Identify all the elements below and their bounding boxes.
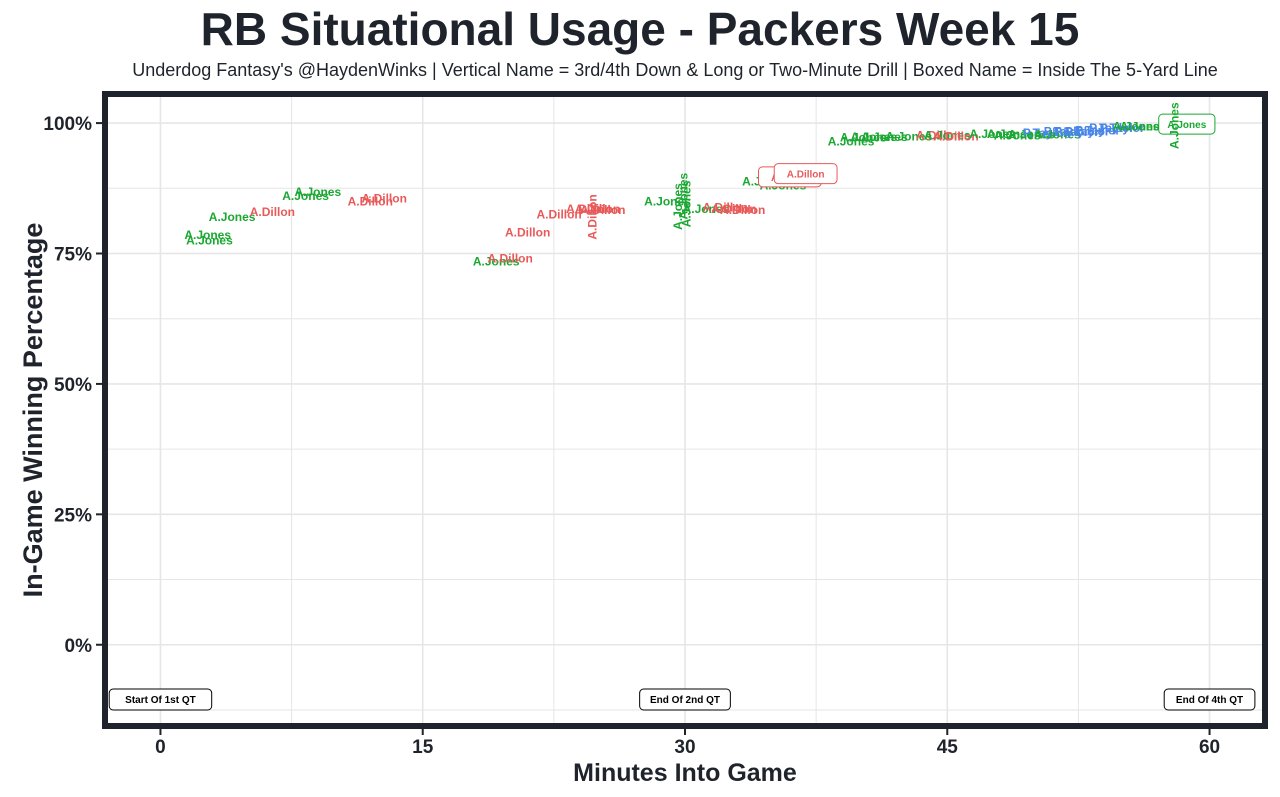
point-label: A.Jones [294,185,341,199]
point-label: A.Jones [987,127,1034,141]
point-label: A.Dillon [505,226,550,240]
point-label: A.Jones [1120,120,1167,134]
point-label: P.Taylor [1100,121,1145,135]
point-label: A.Jones [885,130,932,144]
point-label: A.Dillon [933,130,978,144]
point-label: A.Dillon [362,192,407,206]
point-label: A.Jones [209,210,256,224]
point-label: A.Dillon [575,202,620,216]
quarter-marker-label: End Of 2nd QT [650,695,720,706]
chart-subtitle: Underdog Fantasy's @HaydenWinks | Vertic… [132,60,1218,80]
point-label: A.Jones [473,254,520,268]
point-label: A.Dillon [916,129,961,143]
point-label: A.Jones [828,134,875,148]
point-label: A.Jones [1034,128,1081,142]
point-label: A.Jones [186,233,233,247]
y-tick-label: 75% [54,245,92,266]
point-label: A.Jones [644,194,691,208]
x-tick-label: 60 [1199,737,1220,758]
point-label: A.Jones [850,130,897,144]
x-tick-label: 30 [674,737,695,758]
point-label-vertical: A.Dillon [585,194,599,239]
quarter-marker-box [1163,688,1256,711]
y-axis-label: In-Game Winning Percentage [18,223,48,598]
point-label: A.Jones [683,202,730,216]
point-label-box [773,163,838,185]
point-label: P.Taylor [1065,124,1110,138]
x-axis-label: Minutes Into Game [573,759,797,787]
point-label: A.Jones [861,130,908,144]
point-label: A.Dillon [348,194,393,208]
point-label-vertical: A.Jones [676,172,690,219]
point-label: A.Dillon [720,203,765,217]
point-label: P.Taylor [1044,124,1089,138]
x-axis: 0 15 30 45 60 [155,729,1220,758]
point-label: A.Dillon [703,201,748,215]
quarter-marker: Start Of 1st QT [108,688,213,711]
x-tick-label: 0 [155,737,166,758]
point-label-text: A.Jones [1167,120,1206,131]
point-label: A.Jones [1113,120,1160,134]
point-label: A.Jones [969,127,1016,141]
y-tick-label: 50% [54,375,92,396]
point-label-vertical: A.Jones [680,180,694,227]
quarter-marker-box [108,688,213,711]
point-label-box [1158,113,1216,135]
point-label: A.Jones [282,189,329,203]
chart-title: RB Situational Usage - Packers Week 15 [200,3,1080,55]
y-axis: 0% 25% 50% 75% 100% [43,114,102,657]
plot-frame [102,91,1268,729]
point-label-boxed: A.Jones [1158,113,1216,135]
x-tick-label: 45 [937,737,959,758]
point-label: A.Jones [840,131,887,145]
data-points: A.JonesA.JonesA.JonesA.DillonA.JonesA.Jo… [184,102,1216,268]
point-label: A.Jones [994,129,1041,143]
point-label: A.Dillon [487,252,532,266]
point-label: A.Jones [184,228,231,242]
point-label: A.Dillon [711,202,756,216]
y-tick-label: 100% [43,114,92,135]
point-label: P.Taylor [1075,123,1120,137]
quarter-marker: End Of 4th QT [1163,688,1256,711]
quarter-marker-label: Start Of 1st QT [125,695,196,706]
point-label: A.Jones [924,129,971,143]
grid-layer [108,97,1262,723]
point-label: A.Dillon [580,203,625,217]
point-label: A.Dillon [536,207,581,221]
point-label: P.Taylor [1054,125,1099,139]
point-label: P.Taylor [1023,126,1068,140]
point-label: A.Dillon [250,205,295,219]
y-tick-label: 0% [65,636,93,657]
point-label-vertical: A.Jones [1168,102,1182,149]
x-tick-label: 15 [412,737,434,758]
point-label: A.Jones [1008,128,1055,142]
point-label: P.Taylor [1089,121,1134,135]
point-label-vertical: A.Jones [671,183,685,230]
point-label: A.Dillon [566,202,611,216]
quarter-markers: Start Of 1st QT End Of 2nd QT End Of 4th Q… [108,688,1256,711]
y-tick-label: 25% [54,505,92,526]
quarter-marker-box [639,688,731,711]
point-label-text: A.Dillon [787,170,825,181]
quarter-marker: End Of 2nd QT [639,688,731,711]
quarter-marker-label: End Of 4th QT [1176,695,1243,706]
point-label-boxed: A.Dillon [773,163,838,185]
